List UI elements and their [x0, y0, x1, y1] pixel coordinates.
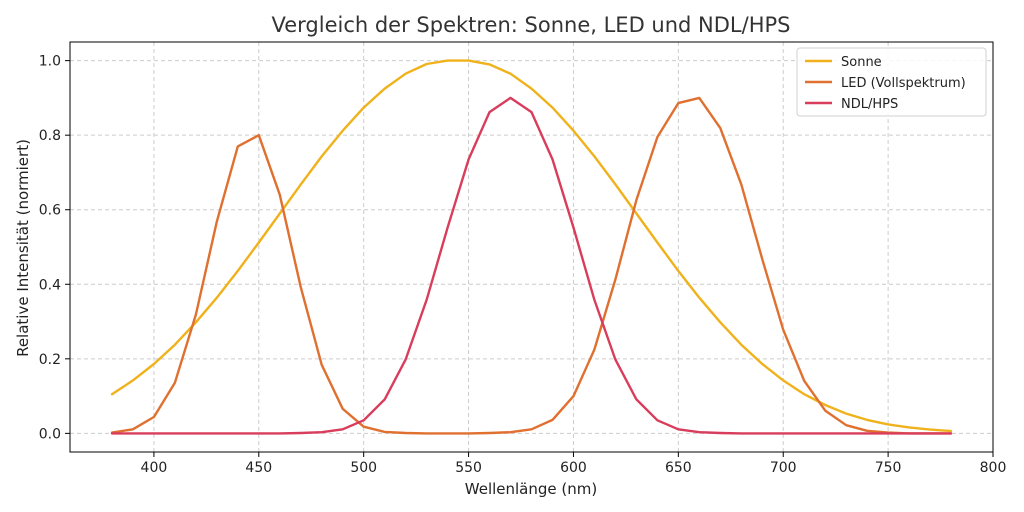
y-tick-label: 0.8	[39, 128, 61, 144]
x-tick-label: 450	[245, 460, 272, 476]
y-tick-label: 0.0	[39, 426, 61, 442]
y-tick-label: 0.6	[39, 203, 61, 219]
series-line-0	[110, 59, 953, 433]
y-tick-label: 0.2	[39, 352, 61, 368]
legend-label: Sonne	[841, 55, 882, 70]
plot-frame	[69, 41, 994, 453]
x-tick-label: 400	[141, 460, 168, 476]
x-tick-label: 600	[560, 460, 587, 476]
legend-label: LED (Vollspektrum)	[841, 76, 966, 91]
x-tick-label: 800	[980, 460, 1007, 476]
series-line-2	[110, 96, 953, 435]
chart-title: Vergleich der Spektren: Sonne, LED und N…	[271, 13, 790, 37]
x-tick-label: 750	[875, 460, 902, 476]
legend-box	[796, 47, 987, 117]
x-tick-label: 550	[455, 460, 482, 476]
legend-label: NDL/HPS	[841, 97, 898, 112]
y-tick-label: 1.0	[39, 54, 61, 70]
y-tick-label: 0.4	[39, 277, 61, 293]
series-layer	[110, 59, 953, 435]
x-tick-label: 700	[770, 460, 797, 476]
y-axis-label: Relative Intensität (normiert)	[14, 139, 32, 357]
axes	[65, 41, 994, 457]
series-line-1	[110, 96, 953, 435]
x-tick-label: 500	[350, 460, 377, 476]
x-axis-label: Wellenlänge (nm)	[465, 480, 597, 498]
x-tick-label: 650	[665, 460, 692, 476]
legend: Sonne LED (Vollspektrum) NDL/HPS	[796, 47, 987, 117]
tick-labels: 400 450 500 550 600 650 700 750 800 0.0 0.2 0.4 0.6 0…	[39, 54, 1007, 476]
